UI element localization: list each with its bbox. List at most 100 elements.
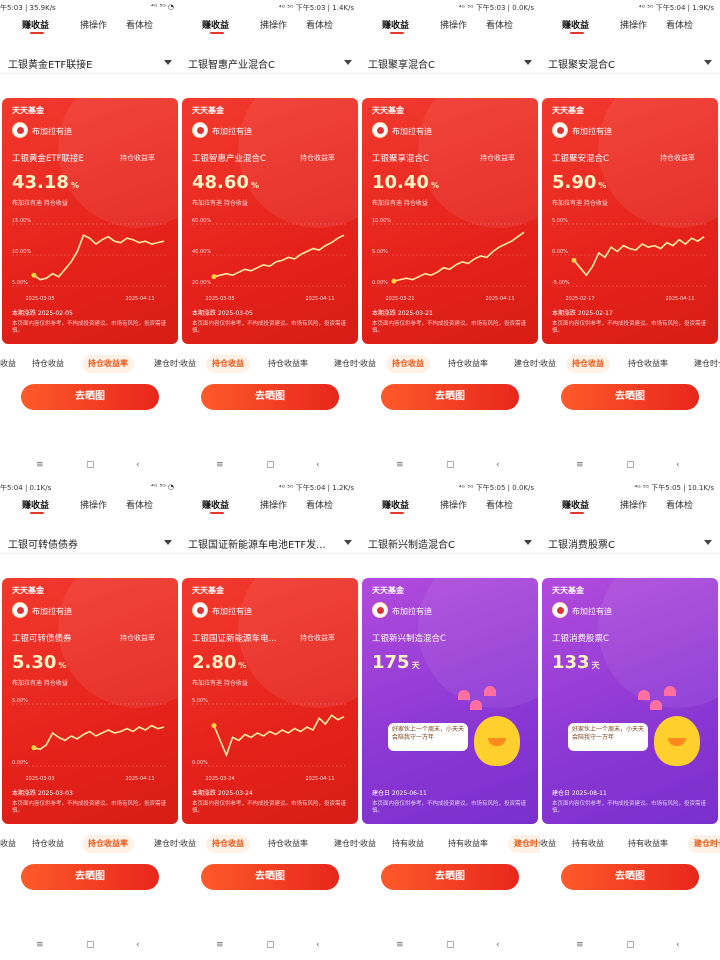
tab-earn[interactable]: 赚收益 bbox=[22, 501, 50, 511]
back-icon[interactable]: ‹ bbox=[676, 940, 680, 950]
home-icon[interactable]: ▢ bbox=[86, 460, 95, 470]
tab-checkup[interactable]: 看体检 bbox=[306, 21, 334, 31]
tab-operate[interactable]: 拂操作 bbox=[620, 21, 648, 31]
back-icon[interactable]: ‹ bbox=[136, 460, 140, 470]
metric-chip[interactable]: 收益 bbox=[0, 839, 16, 848]
metric-chip[interactable]: 收益 bbox=[0, 359, 16, 368]
metric-chip[interactable]: 持仓收益 bbox=[386, 355, 430, 373]
metric-chip[interactable]: 建仓时长 bbox=[154, 359, 180, 368]
back-icon[interactable]: ‹ bbox=[496, 940, 500, 950]
metric-chip[interactable]: 持有收益 bbox=[572, 839, 604, 848]
share-image-button[interactable]: 去晒图 bbox=[381, 864, 519, 890]
metric-chip[interactable]: 持仓收益 bbox=[566, 355, 610, 373]
x-tick-label: 2025-03-05 bbox=[25, 296, 54, 302]
menu-icon[interactable]: ≡ bbox=[396, 940, 404, 950]
fund-selector[interactable]: 工银聚享混合C bbox=[360, 50, 540, 74]
home-icon[interactable]: ▢ bbox=[446, 460, 455, 470]
tab-checkup[interactable]: 看体检 bbox=[486, 21, 514, 31]
metric-chip[interactable]: 建仓时长 bbox=[688, 835, 720, 853]
menu-icon[interactable]: ≡ bbox=[576, 460, 584, 470]
share-image-button[interactable]: 去晒图 bbox=[561, 384, 699, 410]
home-icon[interactable]: ▢ bbox=[446, 940, 455, 950]
metric-chip[interactable]: 持仓收益 bbox=[206, 355, 250, 373]
tab-earn[interactable]: 赚收益 bbox=[202, 21, 230, 31]
tab-checkup[interactable]: 看体检 bbox=[126, 21, 154, 31]
menu-icon[interactable]: ≡ bbox=[396, 460, 404, 470]
share-image-button[interactable]: 去晒图 bbox=[201, 384, 339, 410]
metric-chip[interactable]: 收益 bbox=[540, 839, 556, 848]
metric-chip[interactable]: 持有收益率 bbox=[628, 839, 668, 848]
home-icon[interactable]: ▢ bbox=[266, 460, 275, 470]
metric-chip[interactable]: 收益 bbox=[540, 359, 556, 368]
back-icon[interactable]: ‹ bbox=[136, 940, 140, 950]
metric-chip[interactable]: 持仓收益率 bbox=[448, 359, 488, 368]
metric-chip[interactable]: 持有收益 bbox=[392, 839, 424, 848]
metric-chip[interactable]: 建仓时长 bbox=[508, 835, 540, 853]
metric-chip[interactable]: 持仓收益率 bbox=[628, 359, 668, 368]
tab-operate[interactable]: 拂操作 bbox=[440, 21, 468, 31]
metric-chip[interactable]: 持仓收益 bbox=[206, 835, 250, 853]
tab-checkup[interactable]: 看体检 bbox=[306, 501, 334, 511]
tab-checkup[interactable]: 看体检 bbox=[486, 501, 514, 511]
share-image-button[interactable]: 去晒图 bbox=[21, 864, 159, 890]
tab-operate[interactable]: 拂操作 bbox=[80, 501, 108, 511]
fund-selector[interactable]: 工银消费股票C bbox=[540, 530, 720, 554]
fund-selector[interactable]: 工银智惠产业混合C bbox=[180, 50, 360, 74]
metric-chip[interactable]: 建仓时长 bbox=[154, 839, 180, 848]
tab-earn[interactable]: 赚收益 bbox=[202, 501, 230, 511]
tab-earn[interactable]: 赚收益 bbox=[22, 21, 50, 31]
fund-selector[interactable]: 工银黄金ETF联接E bbox=[0, 50, 180, 74]
home-icon[interactable]: ▢ bbox=[86, 940, 95, 950]
share-image-button[interactable]: 去晒图 bbox=[21, 384, 159, 410]
tab-earn[interactable]: 赚收益 bbox=[562, 501, 590, 511]
menu-icon[interactable]: ≡ bbox=[36, 460, 44, 470]
back-icon[interactable]: ‹ bbox=[316, 460, 320, 470]
tab-checkup[interactable]: 看体检 bbox=[666, 501, 694, 511]
back-icon[interactable]: ‹ bbox=[496, 460, 500, 470]
metric-chip[interactable]: 建仓时长 bbox=[694, 359, 720, 368]
tab-earn[interactable]: 赚收益 bbox=[382, 501, 410, 511]
tab-earn[interactable]: 赚收益 bbox=[562, 21, 590, 31]
share-image-button[interactable]: 去晒图 bbox=[561, 864, 699, 890]
metric-chip[interactable]: 持仓收益 bbox=[32, 359, 64, 368]
metric-chip[interactable]: 持仓收益率 bbox=[82, 355, 134, 373]
tab-checkup[interactable]: 看体检 bbox=[126, 501, 154, 511]
tab-operate[interactable]: 拂操作 bbox=[260, 21, 288, 31]
metric-chip[interactable]: 持仓收益率 bbox=[268, 359, 308, 368]
share-image-button[interactable]: 去晒图 bbox=[201, 864, 339, 890]
tab-checkup[interactable]: 看体检 bbox=[666, 21, 694, 31]
metric-chip[interactable]: 持仓收益率 bbox=[82, 835, 134, 853]
tab-operate[interactable]: 拂操作 bbox=[440, 501, 468, 511]
tab-earn[interactable]: 赚收益 bbox=[382, 21, 410, 31]
fund-selector[interactable]: 工银新兴制造混合C bbox=[360, 530, 540, 554]
tab-operate[interactable]: 拂操作 bbox=[260, 501, 288, 511]
share-image-button[interactable]: 去晒图 bbox=[381, 384, 519, 410]
metric-chip[interactable]: 持有收益率 bbox=[448, 839, 488, 848]
home-icon[interactable]: ▢ bbox=[266, 940, 275, 950]
tab-operate[interactable]: 拂操作 bbox=[620, 501, 648, 511]
metric-chip[interactable]: 收益 bbox=[360, 359, 376, 368]
fund-selector[interactable]: 工银国证新能源车电池ETF发... bbox=[180, 530, 360, 554]
tab-operate[interactable]: 拂操作 bbox=[80, 21, 108, 31]
back-icon[interactable]: ‹ bbox=[316, 940, 320, 950]
fund-selector[interactable]: 工银可转债债券 bbox=[0, 530, 180, 554]
menu-icon[interactable]: ≡ bbox=[216, 460, 224, 470]
metric-chip[interactable]: 持仓收益率 bbox=[268, 839, 308, 848]
metric-chip[interactable]: 收益 bbox=[360, 839, 376, 848]
metric-chip[interactable]: 收益 bbox=[180, 359, 196, 368]
menu-icon[interactable]: ≡ bbox=[576, 940, 584, 950]
menu-icon[interactable]: ≡ bbox=[36, 940, 44, 950]
home-icon[interactable]: ▢ bbox=[626, 460, 635, 470]
metric-chip[interactable]: 建仓时长 bbox=[334, 839, 360, 848]
card-note: 布加拉有迪 持仓收益 bbox=[12, 680, 68, 687]
home-icon[interactable]: ▢ bbox=[626, 940, 635, 950]
speech-bubble: 好家伙上一个周末，小天天会陪我守一万年 bbox=[388, 723, 468, 751]
metric-chip[interactable]: 建仓时长 bbox=[334, 359, 360, 368]
brand-logo: 天天基金 bbox=[552, 586, 584, 595]
metric-chip[interactable]: 持仓收益 bbox=[32, 839, 64, 848]
back-icon[interactable]: ‹ bbox=[676, 460, 680, 470]
menu-icon[interactable]: ≡ bbox=[216, 940, 224, 950]
metric-chip[interactable]: 收益 bbox=[180, 839, 196, 848]
metric-chip[interactable]: 建仓时长 bbox=[514, 359, 540, 368]
fund-selector[interactable]: 工银聚安混合C bbox=[540, 50, 720, 74]
